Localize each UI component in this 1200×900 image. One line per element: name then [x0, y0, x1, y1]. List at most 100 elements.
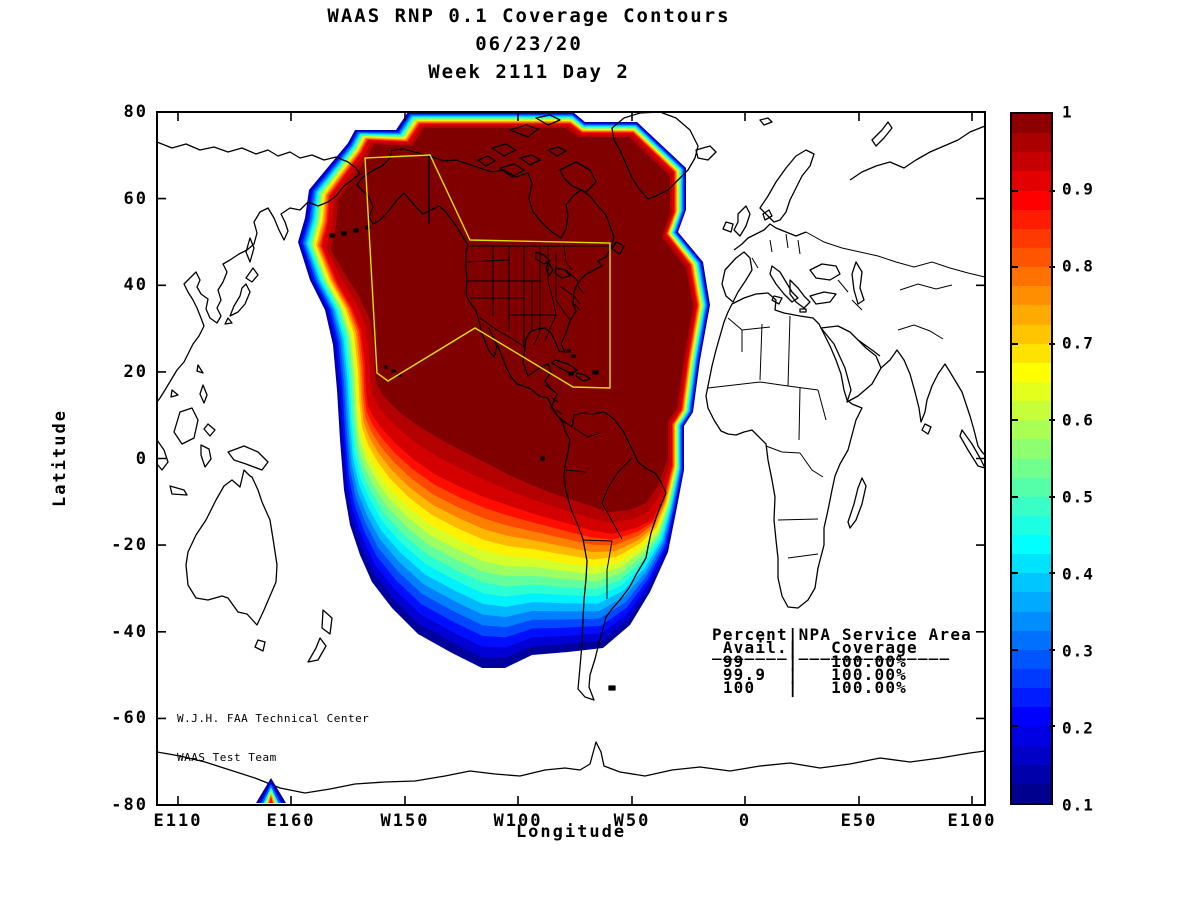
colorbar-step — [1012, 669, 1051, 689]
coast-north-south-america — [356, 148, 667, 701]
colorbar-step — [1012, 726, 1051, 747]
credit-line-1: W.J.H. FAA Technical Center — [177, 712, 370, 725]
colorbar-step — [1012, 554, 1051, 574]
service-area-polygon — [364, 154, 611, 389]
coast-tasmania — [254, 639, 266, 652]
colorbar-tick-mark — [1049, 419, 1055, 422]
colorbar-step — [1012, 764, 1051, 785]
colorbar-step — [1012, 439, 1051, 459]
coast-new-guinea — [227, 445, 269, 471]
coast-taiwan-hainan — [170, 364, 204, 398]
colorbar-label-0.5: 0.5 — [1062, 487, 1094, 507]
coast-south-asia — [880, 349, 985, 456]
credit-line-2: WAAS Test Team — [177, 751, 277, 764]
colorbar-step — [1012, 152, 1051, 172]
x-tick-label-0: 0 — [738, 811, 752, 831]
title-line-week: Week 2111 Day 2 — [428, 61, 630, 83]
country-borders — [428, 156, 985, 599]
anomaly-contour-triangle — [256, 778, 286, 803]
coast-arctic-islands — [477, 114, 597, 193]
coast-sri-lanka — [921, 423, 932, 435]
colorbar-label-0.4: 0.4 — [1062, 564, 1094, 584]
title-line-1: WAAS RNP 0.1 Coverage Contours — [327, 5, 731, 27]
coast-great-lakes — [535, 251, 571, 279]
colorbar-tick-mark — [1012, 495, 1018, 498]
colorbar-step — [1012, 381, 1051, 402]
colorbar-tick-mark — [1012, 572, 1018, 575]
colorbar-step — [1012, 783, 1051, 804]
y-tick-label-0: 0 — [135, 448, 148, 469]
coast-arabia — [820, 325, 882, 403]
y-tick-label-40: 40 — [123, 275, 148, 296]
colorbar-step — [1012, 286, 1051, 306]
border-africa — [707, 315, 827, 559]
colorbar-step — [1012, 707, 1051, 727]
colorbar-tick-mark — [1049, 572, 1055, 575]
colorbar-step — [1012, 114, 1051, 134]
contour-core-1.00 — [331, 128, 693, 512]
x-tick-label-W100: W100 — [493, 811, 543, 831]
coastlines — [157, 112, 985, 794]
y-tick-label--40: -40 — [111, 621, 148, 642]
plot-title: WAAS RNP 0.1 Coverage Contours 06/23/20 … — [327, 2, 730, 86]
colorbar-tick-mark — [1012, 189, 1018, 192]
credit-text: W.J.H. FAA Technical Center WAAS Test Te… — [177, 686, 369, 790]
state-lines — [467, 245, 585, 348]
colorbar-step — [1012, 573, 1051, 593]
colorbar-step — [1012, 649, 1051, 670]
colorbar-tick-mark — [1012, 266, 1018, 269]
x-tick-label-W150: W150 — [380, 811, 430, 831]
colorbar-step — [1012, 305, 1051, 325]
colorbar-label-0.7: 0.7 — [1062, 333, 1094, 353]
colorbar-step — [1012, 171, 1051, 192]
colorbar-tick-mark — [1049, 189, 1055, 192]
coast-arctic-russia — [849, 121, 985, 181]
y-tick-label-20: 20 — [123, 361, 148, 382]
us-state-borders — [467, 245, 585, 348]
npa-coverage-table: Percent|NPA Service Area Avail.| Coverag… — [712, 625, 972, 696]
colorbar-label-0.8: 0.8 — [1062, 256, 1094, 276]
colorbar-tick-mark — [1012, 419, 1018, 422]
colorbar-step — [1012, 477, 1051, 498]
table-header-row: Percent|NPA Service Area — [712, 625, 972, 644]
coast-iberia — [721, 251, 753, 303]
border-south-america — [565, 427, 633, 599]
colorbar-step — [1012, 267, 1051, 287]
y-tick-label-60: 60 — [123, 188, 148, 209]
colorbar-tick-mark — [1049, 342, 1055, 345]
colorbar-tick-mark — [1049, 648, 1055, 651]
colorbar-step — [1012, 630, 1051, 651]
coast-sakhalin — [245, 237, 255, 263]
coast-anatolia — [809, 291, 837, 305]
colorbar — [1010, 112, 1055, 805]
y-tick-label--80: -80 — [111, 795, 148, 815]
y-tick-label--60: -60 — [111, 708, 148, 729]
anomaly-ring-0.88 — [269, 796, 273, 803]
colorbar-tick-mark — [1012, 342, 1018, 345]
x-tick-label-E50: E50 — [840, 811, 878, 831]
colorbar-label-1: 1 — [1062, 102, 1073, 122]
colorbar-step — [1012, 362, 1051, 383]
colorbar-step — [1012, 247, 1051, 268]
coast-sumatra-edge — [157, 429, 985, 471]
colorbar-step — [1012, 324, 1051, 345]
border-us-mexico — [479, 317, 526, 348]
coast-australia — [185, 469, 278, 626]
colorbar-step — [1012, 343, 1051, 364]
coast-borneo-indonesia — [169, 407, 212, 496]
border-europe — [751, 233, 801, 269]
coast-japan — [224, 267, 259, 325]
colorbar-step — [1012, 420, 1051, 440]
colorbar-step — [1012, 515, 1051, 536]
x-tick-label-E110: E110 — [153, 811, 203, 831]
colorbar-tick-mark — [1049, 495, 1055, 498]
colorbar-step — [1012, 228, 1051, 249]
coast-aleutians — [329, 225, 371, 238]
y-tick-label--20: -20 — [111, 535, 148, 556]
coast-siberia-east-asia — [157, 141, 361, 403]
table-row-99: 99 | 100.00% — [712, 652, 907, 671]
border-central-america — [544, 384, 563, 415]
axis-tick-marks — [157, 111, 985, 806]
